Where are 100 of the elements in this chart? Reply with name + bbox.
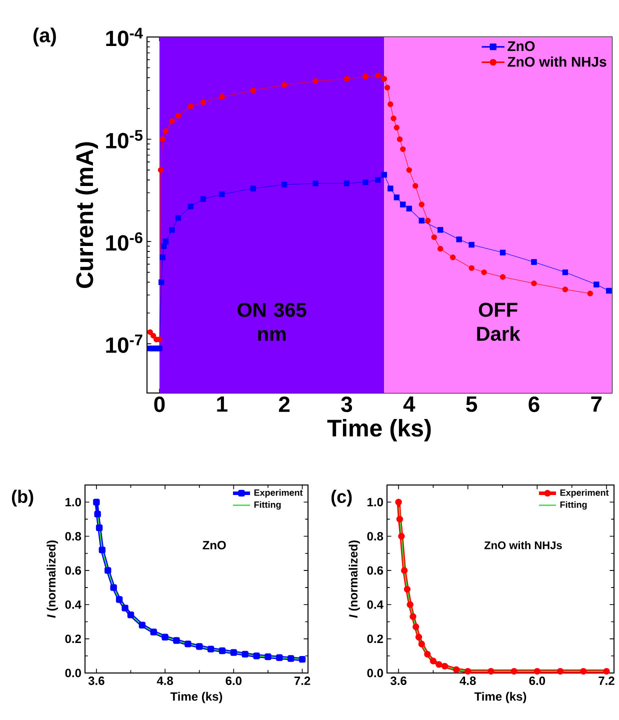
point [175, 112, 182, 119]
point [122, 604, 128, 612]
point [298, 656, 306, 663]
y-axis-title: Current (mA) [76, 142, 98, 288]
point [406, 206, 412, 212]
point [375, 72, 381, 78]
point [161, 243, 167, 250]
point [438, 227, 444, 233]
point [468, 242, 474, 248]
point [400, 146, 406, 152]
annotation: ZnO with NHJs [484, 541, 562, 550]
legend-label: Fitting [560, 501, 587, 510]
y-tick-label: 10$^{-6}$ [106, 232, 142, 251]
point [200, 196, 206, 202]
x-tick-label: 3 [341, 396, 352, 412]
annotation: ZnO [202, 540, 226, 550]
y-tick-label: 0.4 [367, 600, 384, 609]
x-tick-label: 7.2 [598, 676, 614, 685]
point [162, 128, 169, 134]
point [150, 628, 157, 636]
point [104, 567, 112, 574]
point [312, 180, 318, 186]
text: (b) [12, 490, 34, 507]
point [431, 234, 437, 240]
point [418, 202, 424, 208]
point [424, 650, 431, 658]
point [394, 124, 400, 130]
point [207, 646, 214, 652]
y-tick-label: 0.0 [367, 668, 383, 678]
point [388, 101, 394, 108]
point [169, 118, 175, 124]
y-tick-label: 0.6 [367, 566, 384, 575]
point [281, 182, 288, 188]
point [404, 586, 411, 593]
point [412, 624, 420, 630]
point [250, 88, 256, 94]
point [412, 183, 418, 189]
point [362, 74, 368, 80]
point [587, 290, 594, 296]
point [281, 82, 288, 88]
point [264, 653, 272, 660]
legend-label: ZnO with NHJs [508, 56, 606, 67]
point [158, 167, 164, 173]
point [98, 546, 106, 554]
x-tick-label: 6.0 [226, 676, 242, 686]
point [230, 649, 238, 656]
legend-label: Experiment [560, 489, 609, 498]
point [452, 666, 460, 673]
point [594, 282, 600, 288]
point [500, 274, 506, 280]
y-tick-label: 0.8 [65, 532, 82, 541]
y-axis-title: I (normalized) [348, 540, 360, 618]
y-tick-label: 0.2 [367, 634, 383, 644]
point [160, 136, 166, 142]
y-tick-label: 0.4 [65, 600, 82, 609]
point [219, 94, 225, 100]
point [127, 612, 134, 618]
point [344, 180, 350, 186]
x-tick-label: 2 [278, 396, 290, 412]
point [580, 668, 587, 675]
point [531, 280, 537, 286]
band-label: OFF Dark [477, 302, 520, 341]
point [253, 652, 260, 660]
point [400, 567, 408, 574]
point [116, 596, 123, 603]
point [606, 288, 612, 294]
point [418, 218, 424, 224]
y-tick-label: 1.0 [368, 498, 383, 506]
point [468, 265, 474, 271]
point [396, 136, 403, 142]
x-axis-title: Time (ks) [170, 692, 222, 704]
legend-label: Experiment [254, 489, 303, 498]
point [196, 643, 203, 650]
legend-label: Fitting [254, 501, 281, 510]
point [219, 191, 225, 198]
point [218, 647, 226, 654]
point [375, 177, 381, 183]
x-axis-title: Time (ks) [327, 419, 431, 442]
point [381, 76, 388, 82]
x-tick-label: 6.0 [529, 676, 546, 686]
point [425, 218, 431, 224]
point [96, 524, 103, 532]
point [396, 516, 404, 523]
point [556, 668, 564, 675]
point [390, 116, 396, 122]
x-tick-label: 4.8 [460, 676, 476, 686]
point [510, 668, 518, 675]
point [184, 640, 192, 648]
point [430, 658, 437, 664]
point [242, 650, 248, 658]
point [362, 179, 368, 186]
x-tick-label: 5 [466, 396, 478, 412]
point [394, 194, 400, 200]
point [381, 172, 388, 178]
point [400, 202, 406, 208]
point [150, 332, 156, 339]
point [169, 227, 175, 233]
point [415, 634, 422, 640]
band-label: ON 365 nm [238, 302, 306, 341]
point [395, 498, 402, 506]
